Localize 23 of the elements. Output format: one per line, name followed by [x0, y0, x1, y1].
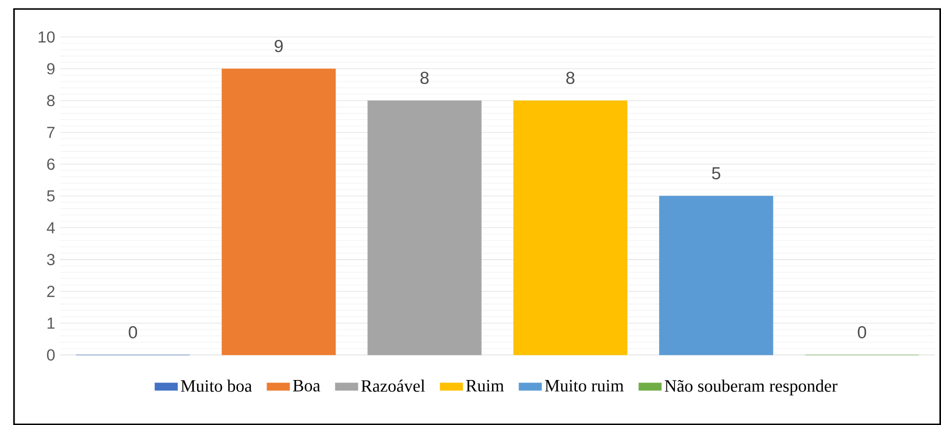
data-label: 8	[566, 72, 574, 84]
y-tick-label: 10	[38, 31, 55, 43]
y-tick-label: 4	[46, 222, 55, 234]
data-label: 8	[420, 72, 429, 84]
legend-label: Não souberam responder	[664, 380, 838, 396]
legend-label: Ruim	[466, 380, 504, 392]
y-tick-label: 3	[47, 254, 55, 266]
legend-label: Razoável	[361, 380, 425, 392]
y-tick-label: 8	[47, 94, 55, 106]
y-tick-label: 9	[47, 63, 55, 74]
y-tick-label: 5	[47, 190, 55, 202]
y-tick-label: 6	[47, 158, 55, 170]
legend-label: Boa	[292, 380, 320, 392]
y-tick-label: 7	[47, 126, 54, 138]
data-label: 0	[128, 326, 138, 338]
legend-label: Muito ruim	[544, 380, 624, 392]
data-label: 0	[858, 326, 866, 338]
data-label: 9	[274, 40, 283, 52]
data-label: 5	[712, 167, 720, 180]
y-tick-label: 0	[47, 349, 55, 360]
legend-label: Muito boa	[180, 380, 252, 392]
y-tick-label: 1	[48, 318, 55, 329]
y-tick-label: 2	[47, 286, 54, 297]
